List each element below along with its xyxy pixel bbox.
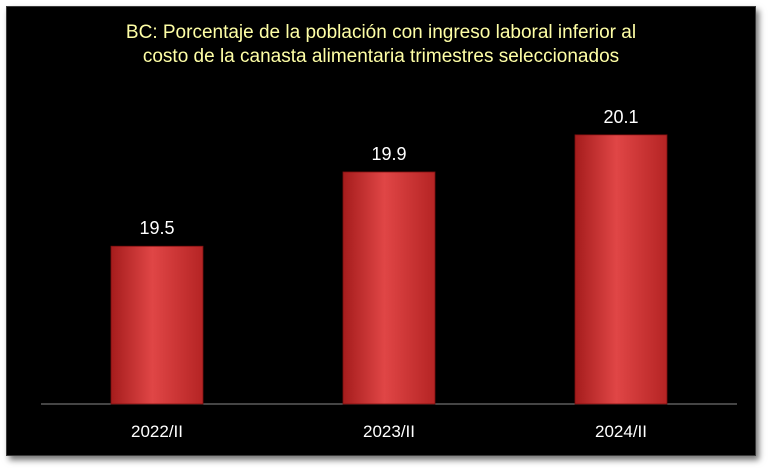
bar-2023/II xyxy=(342,171,436,405)
bar-2024/II xyxy=(574,134,668,405)
chart-frame: BC: Porcentaje de la población con ingre… xyxy=(6,6,756,456)
data-label-2023/II: 19.9 xyxy=(371,144,406,164)
category-labels-group: 2022/II 2023/II 2024/II xyxy=(131,422,647,441)
category-label-2022/II: 2022/II xyxy=(131,422,183,441)
chart-title: BC: Porcentaje de la población con ingre… xyxy=(7,21,755,69)
data-label-2022/II: 19.5 xyxy=(139,218,174,238)
category-label-2023/II: 2023/II xyxy=(363,422,415,441)
chart-title-line-2: costo de la canasta alimentaria trimestr… xyxy=(142,46,620,67)
bar-2022/II xyxy=(110,245,204,405)
data-label-2024/II: 20.1 xyxy=(603,107,638,127)
category-label-2024/II: 2024/II xyxy=(595,422,647,441)
chart-title-line-1: BC: Porcentaje de la población con ingre… xyxy=(125,22,637,43)
bars-group xyxy=(110,134,668,405)
bar-chart: 19.5 19.9 20.1 2022/II 2023/II 2024/II xyxy=(41,107,737,441)
data-labels-group: 19.5 19.9 20.1 xyxy=(139,107,638,238)
